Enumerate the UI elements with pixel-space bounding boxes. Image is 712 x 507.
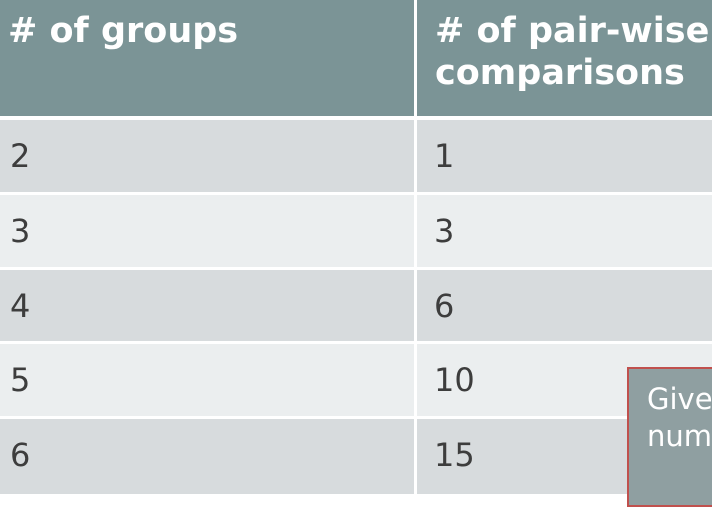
cell-groups: 6 [0, 419, 414, 494]
cell-groups: 3 [0, 195, 414, 267]
header-comparisons-line1: # of pair-wise [435, 11, 710, 51]
table-header-row: # of groups # of pair-wise comparisons [0, 0, 712, 116]
cell-comparisons: 1 [417, 120, 712, 192]
header-groups: # of groups [0, 0, 414, 116]
callout-line1: Give [647, 382, 712, 416]
callout-line2: num [647, 419, 712, 453]
header-comparisons-line2: comparisons [435, 53, 685, 93]
header-comparisons: # of pair-wise comparisons [417, 0, 712, 116]
callout-box: Give num [627, 367, 712, 507]
comparisons-table: # of groups # of pair-wise comparisons 2… [0, 0, 712, 494]
cell-comparisons: 6 [417, 270, 712, 341]
cell-groups: 5 [0, 344, 414, 416]
table-row: 3 3 [0, 195, 712, 267]
cell-groups: 2 [0, 120, 414, 192]
table-row: 5 10 [0, 344, 712, 416]
table-row: 6 15 [0, 419, 712, 494]
cell-comparisons: 3 [417, 195, 712, 267]
cell-groups: 4 [0, 270, 414, 341]
table-row: 4 6 [0, 270, 712, 341]
table-row: 2 1 [0, 120, 712, 192]
